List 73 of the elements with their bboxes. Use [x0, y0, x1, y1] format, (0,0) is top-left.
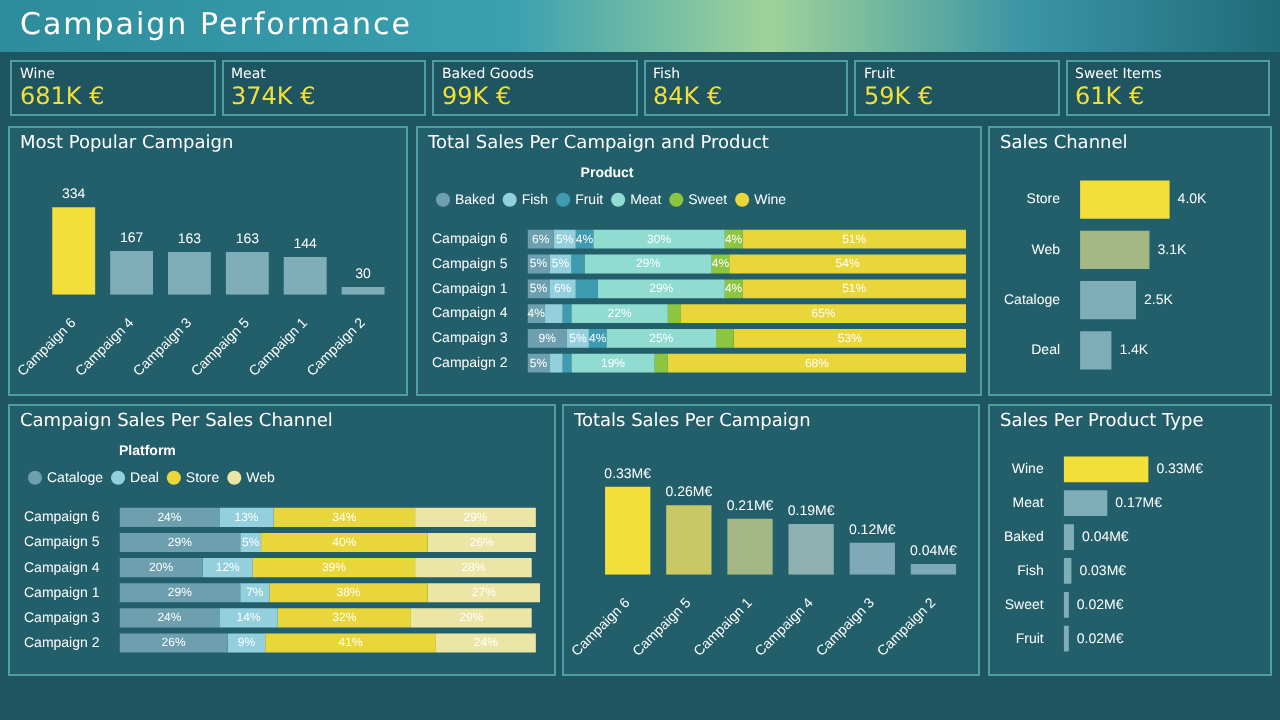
text: 99K €: [440, 82, 514, 110]
bar: [427, 532, 536, 553]
bar: [733, 328, 966, 348]
bar: [584, 254, 712, 274]
bar: [415, 558, 532, 578]
bar: [727, 518, 773, 575]
chart-title: Most Popular Campaign: [18, 132, 236, 158]
bar: [605, 486, 651, 575]
bar: [597, 279, 725, 299]
bar: [52, 207, 96, 295]
bar: [562, 304, 572, 324]
bar: [575, 279, 598, 299]
bar: [119, 633, 228, 653]
bar: [666, 505, 712, 575]
bar: [571, 254, 585, 274]
bar: [119, 507, 220, 527]
chart-title: Sales Per Product Type: [998, 410, 1206, 436]
bar: [427, 583, 540, 603]
bar: [1080, 230, 1150, 269]
text: 374K €: [229, 82, 318, 110]
bar: [110, 251, 154, 295]
bar: [119, 608, 220, 628]
bar: [119, 532, 241, 553]
chart-title: Total Sales Per Campaign and Product: [426, 132, 771, 158]
bar: [261, 532, 428, 553]
bar: [562, 353, 572, 373]
bar: [667, 353, 966, 373]
bar: [119, 558, 203, 578]
bar: [549, 353, 563, 373]
bar: [1063, 524, 1074, 550]
chart-title: Sales Channel: [998, 132, 1130, 158]
text: 61K €: [1073, 82, 1147, 110]
bar: [283, 257, 327, 295]
bar: [742, 229, 966, 249]
bar: [1063, 591, 1069, 618]
text: 59K €: [862, 82, 936, 110]
bar: [1080, 331, 1112, 370]
bar: [1080, 281, 1137, 320]
bar: [1063, 558, 1072, 584]
bar: [716, 328, 734, 348]
bar: [119, 583, 241, 603]
bar: [265, 633, 436, 653]
bar: [910, 564, 957, 575]
text: 84K €: [651, 82, 725, 110]
bar: [168, 252, 211, 295]
bar: [410, 608, 532, 628]
bar: [849, 542, 895, 575]
bar: [225, 252, 269, 295]
bar: [415, 507, 536, 527]
bar: [654, 353, 668, 373]
bar: [788, 524, 834, 575]
bar: [742, 279, 966, 299]
bar: [1063, 490, 1108, 517]
bar: [545, 304, 563, 324]
bar: [277, 608, 411, 628]
bar: [571, 353, 655, 373]
text: Campaign Performance: [20, 6, 413, 42]
chart-title: Totals Sales Per Campaign: [572, 410, 813, 436]
bar: [606, 328, 717, 348]
bar: [667, 304, 681, 324]
chart-title: Campaign Sales Per Sales Channel: [18, 410, 335, 436]
bar: [1063, 625, 1069, 652]
text: 681K €: [18, 82, 107, 110]
bar: [435, 633, 536, 653]
bar: [593, 229, 725, 249]
bar: [1063, 456, 1149, 483]
bar: [1080, 180, 1170, 219]
bar: [273, 507, 416, 527]
bar: [571, 304, 668, 324]
bar: [729, 254, 966, 274]
bar: [680, 304, 966, 324]
bar: [252, 558, 416, 578]
bar: [269, 583, 428, 603]
